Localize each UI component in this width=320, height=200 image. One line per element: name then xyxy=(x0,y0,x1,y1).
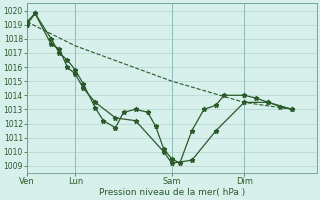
X-axis label: Pression niveau de la mer( hPa ): Pression niveau de la mer( hPa ) xyxy=(99,188,245,197)
